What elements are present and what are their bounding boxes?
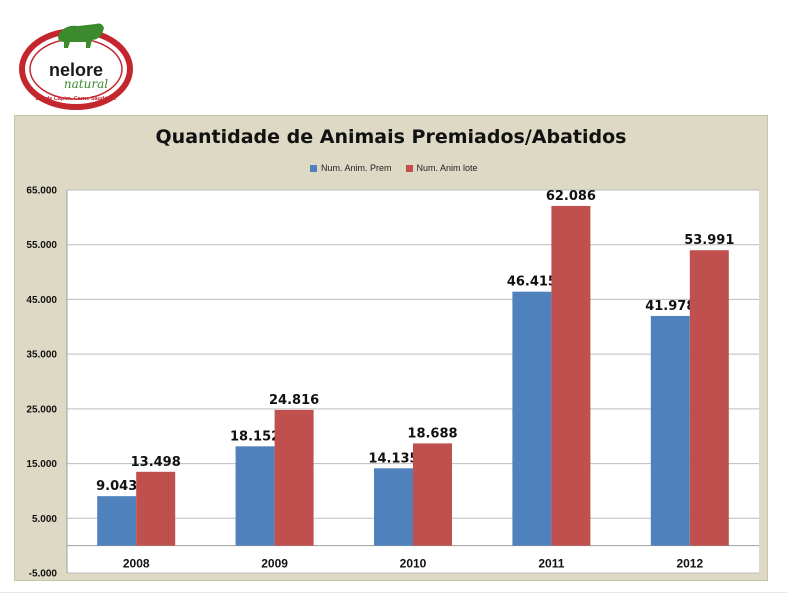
bar-prem-2011 [512, 291, 552, 546]
data-label-prem-2009: 18.152 [230, 429, 280, 444]
logo-tagline: Boi de Capim. Carne Saudável. [36, 96, 117, 102]
x-tick-label-2011: 2011 [538, 557, 564, 571]
data-label-prem-2011: 46.415 [507, 275, 557, 290]
y-tick-label: 5.000 [32, 514, 57, 525]
bar-chart-plot: 65.000 55.000 45.000 35.000 25.000 15.000 5.00… [26, 186, 759, 580]
logo-script: natural [64, 77, 108, 91]
chart-legend: Num. Anim. Prem Num. Anim lote [310, 163, 478, 173]
bar-lote-2009 [274, 409, 314, 546]
y-tick-label: 65.000 [26, 186, 57, 197]
x-tick-label-2009: 2009 [261, 557, 288, 571]
data-label-lote-2011: 62.086 [546, 189, 596, 204]
x-tick-label-2008: 2008 [123, 557, 150, 571]
legend-swatch-prem [310, 164, 317, 172]
y-tick-label: 15.000 [26, 459, 57, 470]
legend-label-prem: Num. Anim. Prem [321, 163, 392, 173]
bar-prem-2009 [235, 446, 275, 546]
bar-lote-2011 [551, 205, 591, 546]
chart-panel: Quantidade de Animais Premiados/Abatidos… [14, 115, 768, 581]
data-label-lote-2010: 18.688 [407, 426, 457, 441]
y-tick-label: 55.000 [26, 240, 57, 251]
bar-prem-2012 [650, 315, 690, 546]
logo-brand: nelore [49, 60, 103, 80]
nelore-logo: nelore natural Boi de Capim. Carne Saudá… [19, 23, 133, 110]
y-tick-label: 35.000 [26, 350, 57, 361]
bar-lote-2012 [689, 250, 729, 546]
y-tick-label: -5.000 [29, 569, 58, 580]
data-label-lote-2008: 13.498 [131, 455, 181, 470]
bar-prem-2008 [97, 496, 137, 546]
bar-lote-2010 [413, 443, 452, 546]
data-label-prem-2008: 9.043 [96, 479, 137, 494]
legend-item-prem: Num. Anim. Prem [310, 163, 392, 173]
y-tick-label: 25.000 [26, 404, 57, 415]
bar-prem-2010 [374, 468, 413, 546]
x-tick-label-2012: 2012 [676, 557, 703, 571]
data-label-lote-2012: 53.991 [684, 233, 734, 248]
data-label-prem-2010: 14.135 [368, 451, 418, 466]
legend-label-lote: Num. Anim lote [416, 163, 478, 173]
data-label-lote-2009: 24.816 [269, 393, 319, 408]
bar-lote-2008 [136, 471, 176, 546]
legend-item-lote: Num. Anim lote [405, 163, 478, 173]
legend-swatch-lote [405, 164, 413, 172]
x-tick-label-2010: 2010 [400, 557, 427, 571]
chart-title: Quantidade de Animais Premiados/Abatidos [155, 126, 627, 148]
y-tick-label: 45.000 [26, 295, 57, 306]
data-label-prem-2012: 41.978 [645, 299, 695, 314]
page-divider [0, 592, 787, 593]
